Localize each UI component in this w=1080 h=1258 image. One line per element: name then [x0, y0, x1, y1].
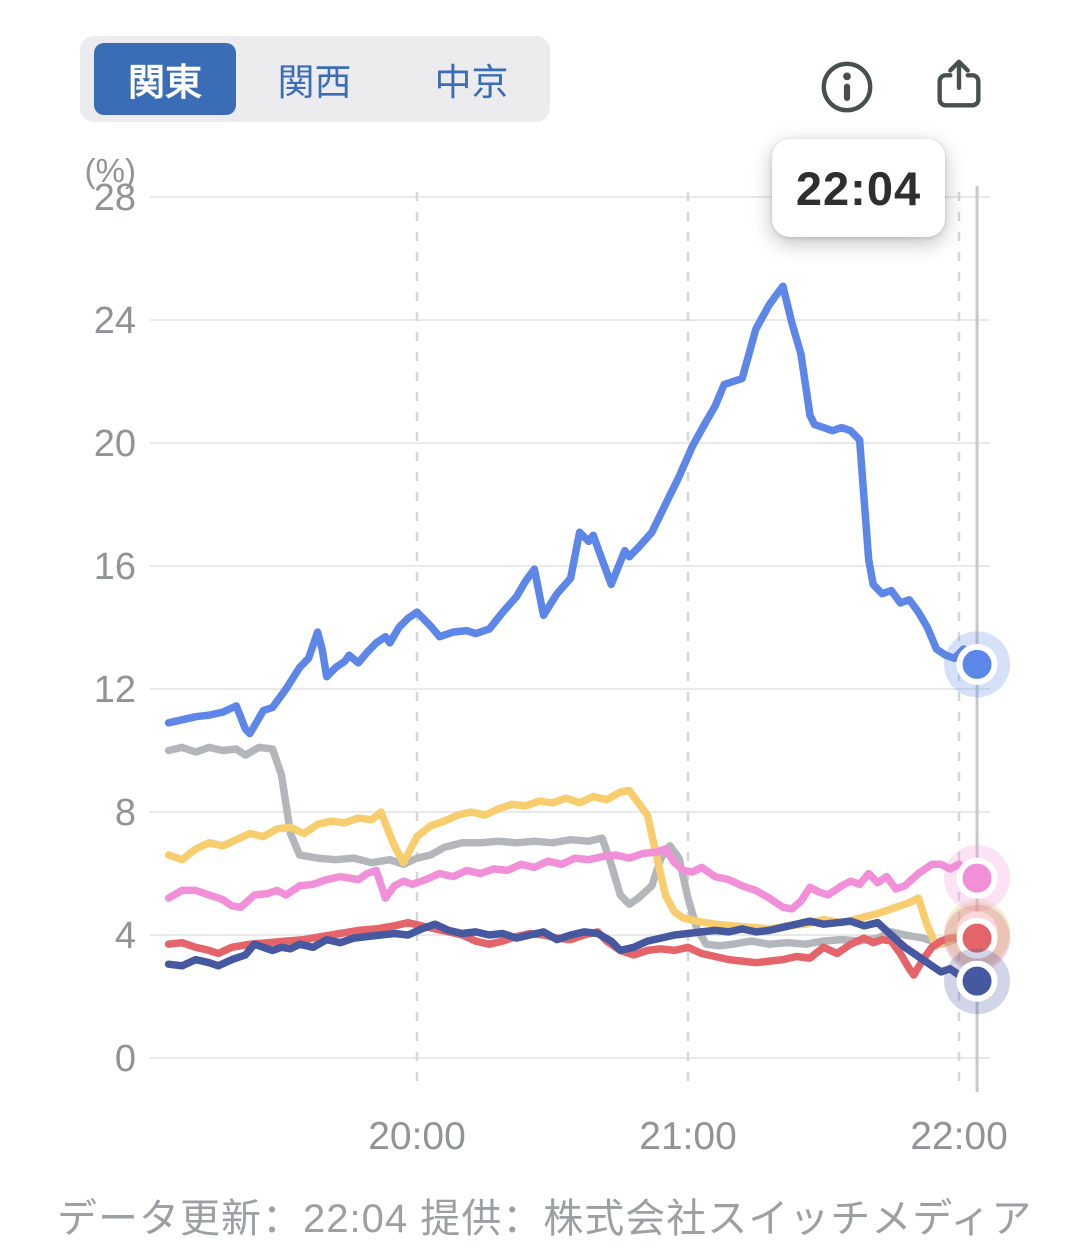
series-line-pink — [164, 845, 981, 913]
y-tick-label: 0 — [115, 1038, 136, 1080]
series-line-blue — [164, 282, 981, 738]
series-endpoint-red — [956, 917, 998, 959]
series-endpoint-pink — [956, 857, 998, 899]
y-tick-label: 28 — [94, 177, 136, 219]
y-tick-label: 16 — [94, 546, 136, 588]
y-tick-label: 20 — [94, 423, 136, 465]
region-tab-bar: 関東 関西 中京 — [80, 36, 550, 122]
tab-kanto[interactable]: 関東 — [94, 43, 236, 115]
y-tick-label: 8 — [115, 792, 136, 834]
data-attribution: データ更新：22:04 提供：株式会社スイッチメディア — [57, 1197, 1033, 1241]
series-line-gray — [164, 743, 981, 950]
series-endpoint-navy — [956, 960, 998, 1002]
info-icon[interactable] — [818, 58, 876, 116]
x-tick-label: 22:00 — [910, 1115, 1008, 1158]
x-tick-label: 21:00 — [639, 1115, 737, 1158]
time-tooltip-label: 22:04 — [795, 161, 922, 215]
y-axis-unit-label: (%) — [85, 152, 136, 189]
y-tick-label: 24 — [94, 300, 136, 342]
y-tick-label: 12 — [94, 669, 136, 711]
x-tick-label: 20:00 — [368, 1115, 466, 1158]
tab-chukyo[interactable]: 中京 — [434, 62, 509, 103]
series-endpoint-blue — [956, 643, 998, 685]
share-icon[interactable] — [930, 55, 988, 113]
tab-kansai[interactable]: 関西 — [277, 62, 352, 103]
series-line-navy — [164, 917, 981, 985]
time-tooltip: 22:04 — [772, 139, 945, 237]
y-tick-label: 4 — [115, 915, 136, 957]
